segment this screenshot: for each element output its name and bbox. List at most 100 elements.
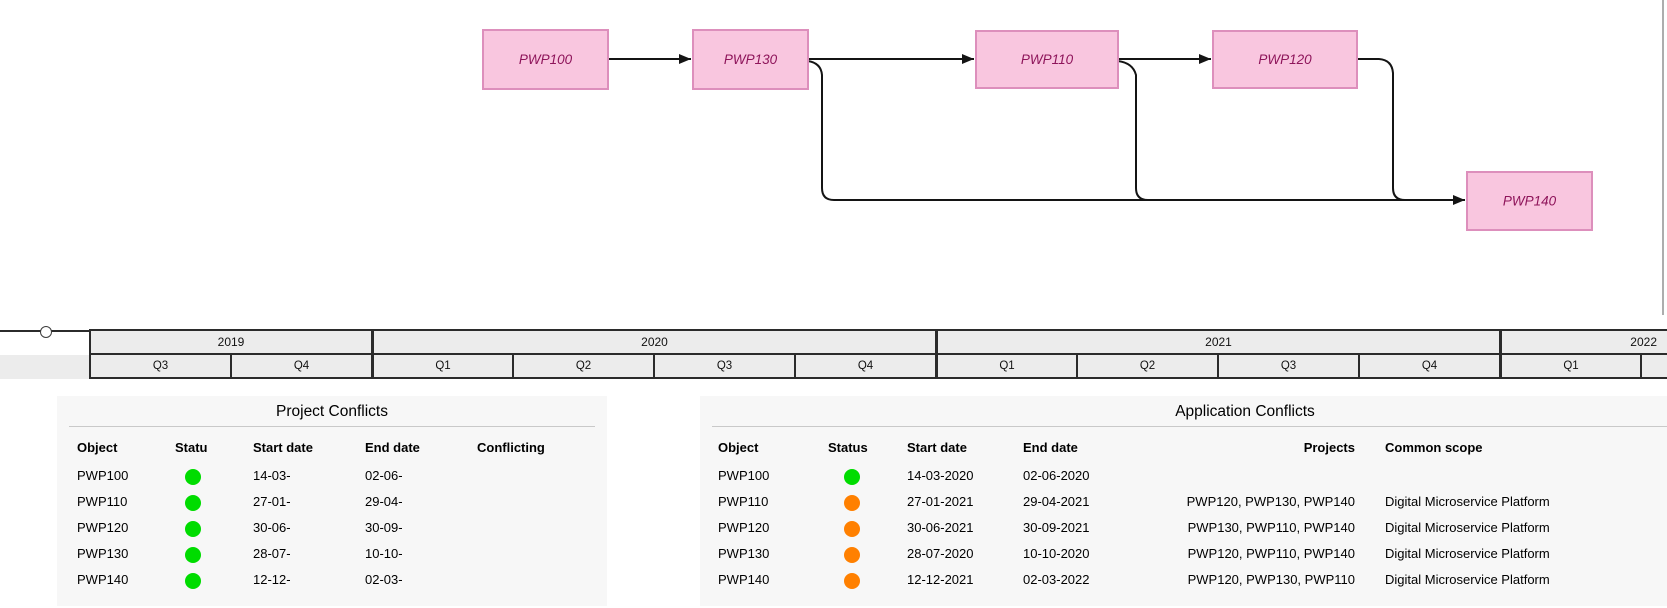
node-pwp130[interactable]: PWP130 [692, 29, 809, 90]
node-label: PWP130 [724, 52, 778, 67]
table-title-divider [712, 426, 1667, 427]
column-header: End date [365, 440, 420, 455]
timeline-year-2020[interactable]: 2020 [371, 329, 935, 355]
edge-pwp110-pwp140[interactable] [1117, 60, 1165, 201]
projects-cell: PWP130, PWP110, PWP140 [1187, 520, 1355, 535]
table-title: Project Conflicts [276, 403, 388, 420]
table-row[interactable]: PWP110 27-01-2021 29-04-2021 PWP120, PWP130… [700, 489, 1667, 515]
timeline-quarter-cell[interactable]: Q2 [512, 355, 653, 379]
status-dot-green [185, 494, 201, 511]
start-cell: 27-01-2021 [907, 494, 974, 509]
table-row[interactable]: PWP140 12-12- 02-03- [57, 567, 607, 593]
table-header-row: Object Status Start date End date Projects Co… [700, 433, 1667, 463]
edge-pwp130-pwp140[interactable] [807, 60, 1465, 205]
scope-cell: Digital Microservice Platform [1385, 572, 1550, 587]
node-pwp140[interactable]: PWP140 [1466, 171, 1593, 231]
timeline-year-label: 2021 [1205, 335, 1232, 349]
column-header: Object [718, 440, 759, 455]
end-cell: 29-04-2021 [1023, 494, 1090, 509]
timeline-year-label: 2019 [217, 335, 245, 349]
timeline-quarter-cell[interactable]: Q4 [1358, 355, 1499, 379]
status-cell [175, 463, 253, 489]
table-row[interactable]: PWP140 12-12-2021 02-03-2022 PWP120, PWP130… [700, 567, 1667, 593]
column-header: End date [1023, 440, 1078, 455]
start-cell: 27-01- [253, 494, 291, 509]
status-dot-orange [844, 572, 860, 589]
scope-cell: Digital Microservice Platform [1385, 520, 1550, 535]
table-row[interactable]: PWP110 27-01- 29-04- [57, 489, 607, 515]
timeline-quarter-label: Q1 [999, 360, 1015, 372]
timeline-year-2022[interactable]: 2022 [1499, 329, 1667, 355]
timeline-quarter-cell[interactable]: Q1 [371, 355, 512, 379]
timeline-start-handle[interactable] [40, 326, 52, 338]
project-conflicts-table: Project Conflicts Object Statu Start date E… [57, 396, 607, 606]
status-cell [828, 567, 907, 593]
object-cell: PWP130 [77, 546, 129, 561]
timeline-quarter-cell[interactable]: Q4 [230, 355, 371, 379]
table-row[interactable]: PWP130 28-07-2020 10-10-2020 PWP120, PWP110… [700, 541, 1667, 567]
node-pwp110[interactable]: PWP110 [975, 30, 1119, 89]
timeline-quarter-label: Q3 [716, 360, 733, 372]
column-header: Conflicting [477, 440, 545, 455]
status-cell [175, 541, 253, 567]
column-header: Common scope [1385, 440, 1483, 455]
table-row[interactable]: PWP120 30-06- 30-09- [57, 515, 607, 541]
start-cell: 30-06-2021 [907, 520, 974, 535]
scope-cell: Digital Microservice Platform [1385, 546, 1550, 561]
status-cell [175, 515, 253, 541]
scope-cell: Digital Microservice Platform [1385, 494, 1550, 509]
table-row[interactable]: PWP100 14-03-2020 02-06-2020 [700, 463, 1667, 489]
timeline-quarter-cell[interactable]: Q3 [653, 355, 794, 379]
node-pwp100[interactable]: PWP100 [482, 29, 609, 90]
object-cell: PWP100 [77, 468, 129, 483]
status-cell [175, 567, 253, 593]
end-cell: 02-06-2020 [1023, 468, 1090, 483]
column-header: Start date [907, 440, 967, 455]
node-label: PWP140 [1503, 194, 1557, 209]
projects-cell: PWP120, PWP130, PWP110 [1187, 572, 1355, 587]
object-cell: PWP120 [718, 520, 770, 535]
timeline-quarter-label: Q4 [857, 360, 874, 372]
edge-pwp120-pwp140[interactable] [1357, 58, 1430, 201]
timeline-year-label: 2020 [641, 335, 668, 349]
end-cell: 02-06- [365, 468, 403, 483]
timeline-quarter-label: Q3 [1280, 360, 1297, 372]
timeline-quarter-cell[interactable]: Q1 [935, 355, 1076, 379]
table-row[interactable]: PWP100 14-03- 02-06- [57, 463, 607, 489]
application-conflicts-table: Application Conflicts Object Status Start … [700, 396, 1667, 606]
status-cell [828, 541, 907, 567]
timeline-quarter-label: Q4 [293, 360, 310, 372]
timeline-quarter-cell[interactable]: Q4 [794, 355, 935, 379]
timeline-year-2019[interactable]: 2019 [89, 329, 371, 355]
column-header: Object [77, 440, 118, 455]
status-cell [175, 489, 253, 515]
table-title-divider [69, 426, 595, 427]
table-title: Application Conflicts [1175, 403, 1315, 420]
status-cell [828, 515, 907, 541]
end-cell: 10-10-2020 [1023, 546, 1090, 561]
timeline-quarter-label: Q3 [152, 360, 169, 372]
start-cell: 30-06- [253, 520, 291, 535]
object-cell: PWP100 [718, 468, 770, 483]
timeline-quarter-cell[interactable]: Q2 [1076, 355, 1217, 379]
table-row[interactable]: PWP130 28-07- 10-10- [57, 541, 607, 567]
start-cell: 14-03- [253, 468, 291, 483]
start-cell: 28-07-2020 [907, 546, 974, 561]
status-dot-orange [844, 546, 860, 563]
object-cell: PWP120 [77, 520, 129, 535]
node-label: PWP120 [1258, 52, 1312, 67]
start-cell: 12-12- [253, 572, 291, 587]
projects-cell: PWP120, PWP130, PWP140 [1186, 494, 1355, 509]
timeline-quarter-cell[interactable]: Q3 [89, 355, 230, 379]
table-body: PWP100 14-03- 02-06- PWP110 27-01- 29-04- PWP1… [57, 463, 607, 593]
timeline-quarter-cell[interactable]: Q1 [1499, 355, 1640, 379]
timeline-year-2021[interactable]: 2021 [935, 329, 1499, 355]
status-cell [828, 463, 907, 489]
timeline-quarter-cell[interactable] [1640, 355, 1667, 379]
timeline-quarter-cell[interactable]: Q3 [1217, 355, 1358, 379]
node-label: PWP110 [1021, 52, 1074, 67]
column-header: Status [828, 440, 868, 455]
table-row[interactable]: PWP120 30-06-2021 30-09-2021 PWP130, PWP110… [700, 515, 1667, 541]
node-pwp120[interactable]: PWP120 [1212, 30, 1358, 89]
object-cell: PWP110 [77, 494, 128, 509]
